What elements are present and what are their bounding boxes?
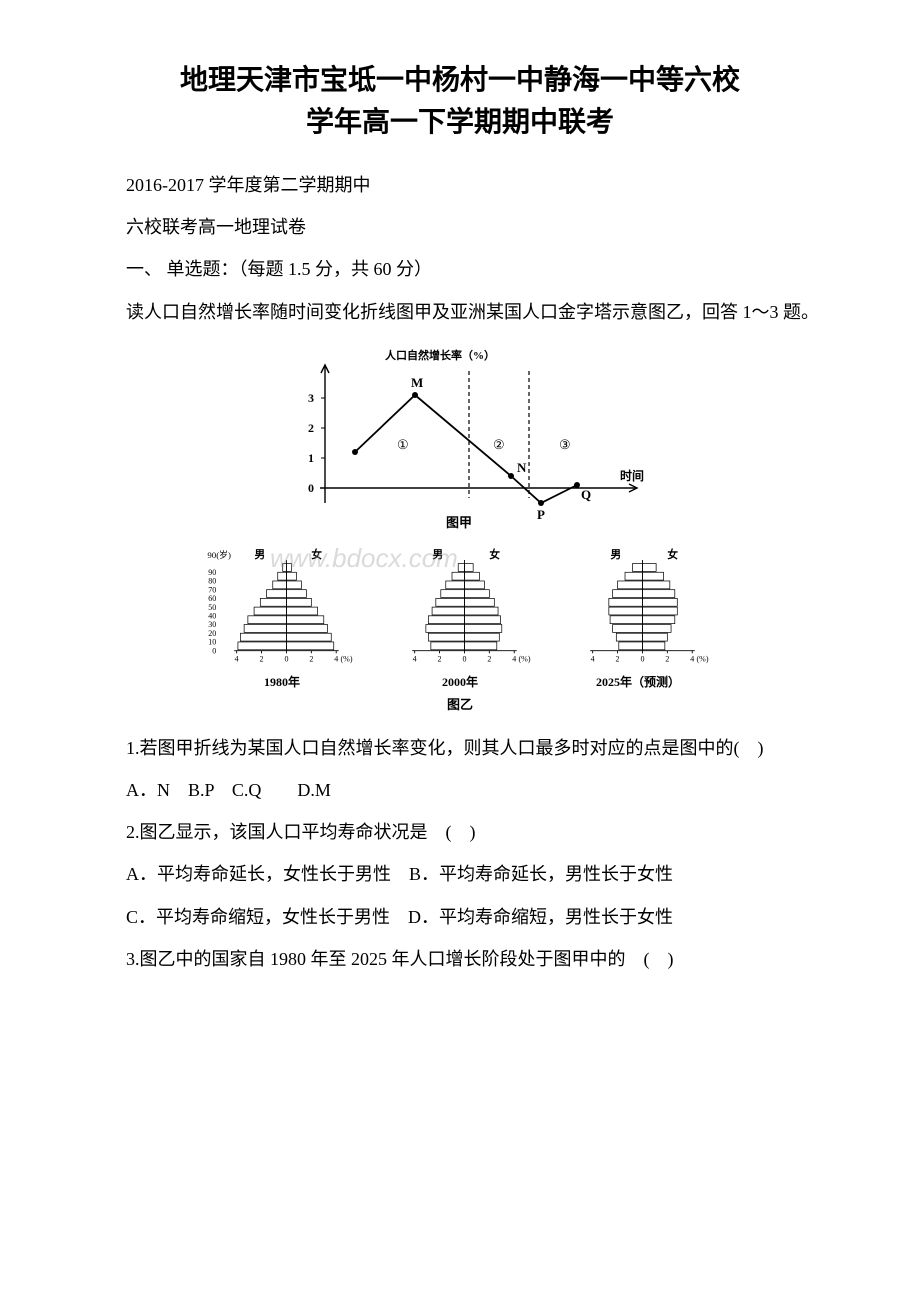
- svg-text:4: 4: [591, 654, 595, 663]
- svg-text:2: 2: [616, 654, 620, 663]
- svg-text:90(岁): 90(岁): [207, 549, 231, 560]
- pyramid-year-0: 1980年: [264, 673, 300, 690]
- question-3: 3.图乙中的国家自 1980 年至 2025 年人口增长阶段处于图甲中的 ( ): [90, 942, 830, 976]
- svg-text:0: 0: [284, 654, 288, 663]
- svg-text:4: 4: [512, 654, 516, 663]
- svg-text:P: P: [537, 507, 545, 522]
- question-2: 2.图乙显示，该国人口平均寿命状况是 ( ): [90, 815, 830, 849]
- svg-text:3: 3: [308, 391, 314, 405]
- svg-text:②: ②: [493, 437, 505, 452]
- svg-text:4: 4: [235, 654, 239, 663]
- svg-text:女: 女: [311, 548, 322, 561]
- question-1: 1.若图甲折线为某国人口自然增长率变化，则其人口最多时对应的点是图中的( ): [90, 731, 830, 765]
- svg-text:女: 女: [489, 548, 500, 561]
- pyramid-year-1: 2000年: [442, 673, 478, 690]
- svg-text:60: 60: [208, 594, 216, 603]
- svg-text:0: 0: [308, 481, 314, 495]
- svg-text:0: 0: [640, 654, 644, 663]
- svg-text:2: 2: [487, 654, 491, 663]
- question-2-options-cd: C．平均寿命缩短，女性长于男性 D．平均寿命缩短，男性长于女性: [90, 900, 830, 934]
- svg-text:4: 4: [690, 654, 694, 663]
- svg-text:男: 男: [254, 549, 265, 561]
- pyramid-1: 男女42024(%)2000年: [380, 543, 540, 690]
- svg-text:2: 2: [308, 421, 314, 435]
- svg-text:10: 10: [208, 637, 216, 646]
- svg-text:70: 70: [208, 585, 216, 594]
- svg-text:4: 4: [413, 654, 417, 663]
- pyramid-svg-2: 男女42024(%): [558, 543, 718, 673]
- svg-text:时间: 时间: [620, 468, 644, 483]
- pyramid-year-2: 2025年（预测）: [596, 673, 680, 690]
- pyramid-0: 男女90(岁)010203040506070809042024(%)1980年: [202, 543, 362, 690]
- svg-text:50: 50: [208, 603, 216, 612]
- svg-text:人口自然增长率（%）: 人口自然增长率（%）: [385, 348, 495, 362]
- svg-text:2: 2: [260, 654, 264, 663]
- svg-text:2: 2: [665, 654, 669, 663]
- svg-text:2: 2: [309, 654, 313, 663]
- figure-group: 人口自然增长率（%）时间0123①②③MNPQ图甲 www.bdocx.com …: [90, 343, 830, 713]
- svg-text:男: 男: [432, 549, 443, 561]
- title-line1: 地理天津市宝坻一中杨村一中静海一中等六校: [180, 65, 740, 96]
- section-header: 一、 单选题：（每题 1.5 分，共 60 分）: [90, 252, 830, 286]
- question-1-options: A．N B.P C.Q D.M: [90, 773, 830, 807]
- svg-text:80: 80: [208, 576, 216, 585]
- svg-text:Q: Q: [581, 487, 591, 502]
- svg-text:1: 1: [308, 451, 314, 465]
- svg-text:0: 0: [462, 654, 466, 663]
- svg-text:(%): (%): [696, 654, 708, 663]
- svg-text:①: ①: [397, 437, 409, 452]
- svg-text:20: 20: [208, 629, 216, 638]
- svg-text:2: 2: [438, 654, 442, 663]
- subtitle-1: 2016-2017 学年度第二学期期中: [90, 168, 830, 202]
- document-title: 地理天津市宝坻一中杨村一中静海一中等六校 学年高一下学期期中联考: [90, 60, 830, 144]
- subtitle-2: 六校联考高一地理试卷: [90, 210, 830, 244]
- pyramid-group: 男女90(岁)010203040506070809042024(%)1980年男…: [180, 543, 740, 690]
- svg-text:女: 女: [667, 548, 678, 561]
- svg-text:(%): (%): [518, 654, 530, 663]
- svg-text:M: M: [411, 375, 423, 390]
- svg-text:30: 30: [208, 620, 216, 629]
- question-2-options-ab: A．平均寿命延长，女性长于男性 B．平均寿命延长，男性长于女性: [90, 857, 830, 891]
- svg-text:90: 90: [208, 568, 216, 577]
- svg-text:4: 4: [334, 654, 338, 663]
- pyramid-2: 男女42024(%)2025年（预测）: [558, 543, 718, 690]
- intro-text: 读人口自然增长率随时间变化折线图甲及亚洲某国人口金字塔示意图乙，回答 1～3 题…: [90, 295, 830, 329]
- line-chart-figure: 人口自然增长率（%） 时间 0 1 2 3 ① ② ③ M N P Q 图甲: [270, 343, 650, 533]
- svg-text:男: 男: [610, 549, 621, 561]
- svg-text:0: 0: [212, 646, 216, 655]
- svg-text:N: N: [517, 460, 527, 475]
- svg-text:图甲: 图甲: [446, 515, 472, 530]
- pyramid-svg-0: 男女90(岁)010203040506070809042024(%): [202, 543, 362, 673]
- svg-text:40: 40: [208, 611, 216, 620]
- svg-text:③: ③: [559, 437, 571, 452]
- pyramid-svg-1: 男女42024(%): [380, 543, 540, 673]
- title-line2: 学年高一下学期期中联考: [306, 107, 614, 138]
- svg-text:(%): (%): [340, 654, 352, 663]
- pyramid-figure-label: 图乙: [447, 694, 473, 713]
